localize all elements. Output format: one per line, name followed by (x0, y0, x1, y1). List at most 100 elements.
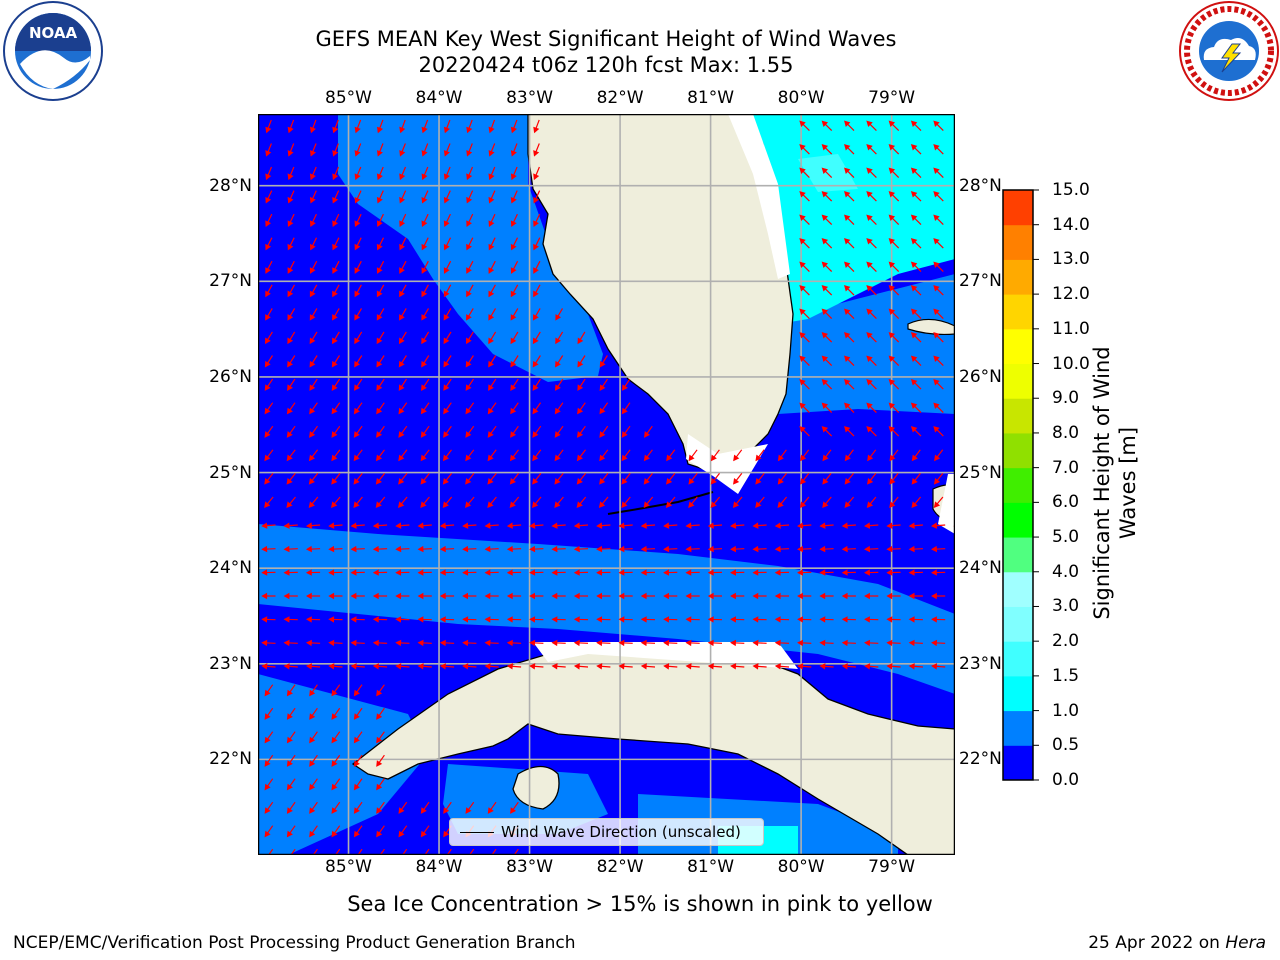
wave-direction-arrowhead (287, 337, 294, 345)
wave-direction-arrowhead (465, 360, 472, 368)
wave-direction-arrowhead (328, 522, 335, 529)
footer-org: NCEP/EMC/Verification Post Processing Pr… (13, 933, 576, 953)
wave-direction-arrowhead (755, 478, 762, 485)
wave-direction-arrowhead (376, 314, 383, 321)
wave-direction-arrowhead (376, 173, 383, 181)
wave-direction-arrowhead (821, 285, 829, 292)
wave-direction-arrowhead (555, 337, 561, 345)
wave-direction-arrowhead (287, 314, 294, 321)
colorbar-segment (1003, 432, 1033, 469)
wave-direction-arrowhead (353, 454, 360, 462)
wave-direction-arrowhead (573, 663, 580, 670)
wave-direction-arrowhead (819, 639, 826, 647)
wave-direction-arrowhead (443, 126, 450, 134)
wave-direction-arrowhead (330, 501, 338, 508)
lon-tick-top: 84°W (415, 88, 463, 108)
wave-direction-arrowhead (421, 267, 428, 274)
wave-direction-arrowhead (908, 545, 915, 553)
wave-direction-arrowhead (532, 337, 539, 345)
wave-direction-arrowhead (685, 545, 692, 553)
lat-tick-right: 24°N (959, 558, 1002, 579)
wave-direction-arrowhead (421, 384, 427, 391)
wave-direction-arrowhead (551, 639, 558, 647)
lat-tick-left: 25°N (209, 462, 252, 483)
wave-direction-arrowhead (867, 454, 874, 462)
wave-direction-arrowhead (685, 639, 692, 647)
wave-direction-arrowhead (777, 454, 784, 462)
wave-direction-arrowhead (354, 290, 361, 298)
wave-direction-arrowhead (331, 807, 338, 814)
wave-direction-arrowhead (465, 337, 472, 345)
colorbar-segment (1003, 745, 1033, 781)
colorbar-tick: 1.5 (1052, 665, 1080, 686)
wave-direction-arrowhead (888, 167, 896, 174)
wave-direction-arrowhead (376, 830, 383, 838)
wave-direction-arrowhead (730, 616, 737, 623)
wave-direction-arrowhead (421, 126, 428, 134)
wave-direction-arrowhead (465, 407, 472, 415)
wave-direction-arrowhead (886, 639, 893, 647)
wave-direction-arrowhead (372, 522, 379, 529)
wave-direction-arrowhead (844, 308, 851, 315)
wave-direction-arrowhead (399, 314, 405, 321)
lat-tick-right: 26°N (959, 366, 1002, 387)
wave-direction-arrowhead (866, 402, 873, 409)
wave-direction-arrowhead (465, 431, 472, 438)
wave-direction-arrowhead (777, 501, 784, 508)
lon-tick-top: 80°W (777, 88, 825, 108)
wave-direction-arrowhead (309, 290, 316, 298)
wave-direction-arrowhead (439, 522, 446, 529)
wave-direction-arrowhead (640, 569, 647, 576)
wave-direction-arrowhead (866, 120, 873, 127)
wave-direction-arrowhead (730, 545, 737, 553)
colorbar-segment (1003, 675, 1033, 712)
wave-direction-arrowhead (309, 384, 316, 391)
wave-direction-arrowhead (797, 592, 803, 600)
lat-tick-right: 27°N (959, 271, 1002, 292)
wave-direction-arrowhead (286, 407, 293, 415)
wave-direction-arrowhead (264, 337, 271, 345)
wave-direction-arrowhead (665, 501, 673, 508)
wave-direction-arrowhead (888, 379, 896, 386)
wave-direction-arrowhead (399, 290, 405, 298)
wave-direction-arrowhead (439, 569, 446, 576)
wave-direction-arrowhead (821, 120, 829, 127)
map-legend: Wind Wave Direction (unscaled) (449, 818, 764, 846)
wave-direction-arrowhead (889, 454, 896, 462)
wave-direction-arrowhead (395, 522, 402, 529)
wave-band-southwest (258, 674, 428, 855)
wave-direction-arrowhead (532, 314, 539, 321)
wave-direction-arrowhead (555, 314, 562, 321)
wave-direction-arrowhead (822, 478, 829, 485)
wave-direction-arrowhead (353, 689, 360, 697)
wave-direction-arrowhead (332, 290, 338, 298)
wave-direction-arrowhead (398, 478, 405, 485)
wave-direction-arrowhead (799, 167, 806, 174)
wave-direction-arrowhead (484, 569, 491, 576)
wave-direction-arrowhead (822, 501, 829, 508)
wave-direction-arrowhead (821, 167, 829, 174)
wave-direction-arrowhead (933, 402, 940, 409)
wave-direction-arrowhead (844, 478, 851, 485)
wave-direction-arrowhead (933, 426, 940, 433)
wave-direction-arrowhead (799, 332, 806, 339)
wave-direction-arrowhead (510, 267, 517, 274)
colorbar-segment (1003, 710, 1033, 746)
wave-direction-arrowhead (398, 807, 405, 814)
colorbar-tick: 7.0 (1052, 457, 1080, 478)
wave-direction-arrowhead (774, 663, 781, 670)
wave-direction-arrowhead (305, 569, 312, 576)
wave-direction-arrowhead (510, 173, 517, 181)
wave-direction-arrowhead (442, 478, 449, 485)
wave-direction-arrowhead (443, 220, 450, 228)
wave-direction-arrowhead (309, 173, 316, 181)
wave-direction-arrowhead (443, 150, 450, 157)
wave-direction-arrowhead (888, 191, 896, 198)
wave-direction-arrowhead (510, 384, 517, 391)
colorbar-segment (1003, 537, 1033, 573)
wave-direction-arrowhead (308, 501, 315, 508)
lon-tick-bottom: 81°W (687, 857, 735, 877)
wave-direction-arrowhead (484, 545, 491, 553)
wave-direction-arrowhead (866, 238, 873, 245)
wave-direction-arrowhead (844, 332, 851, 339)
